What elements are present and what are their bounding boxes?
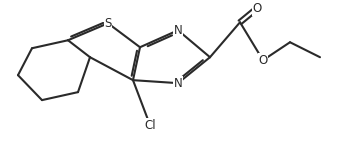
- Text: N: N: [174, 24, 183, 37]
- Text: O: O: [252, 2, 262, 15]
- Text: Cl: Cl: [144, 118, 156, 132]
- Text: N: N: [174, 77, 183, 90]
- Text: O: O: [258, 54, 268, 67]
- Text: S: S: [104, 17, 112, 30]
